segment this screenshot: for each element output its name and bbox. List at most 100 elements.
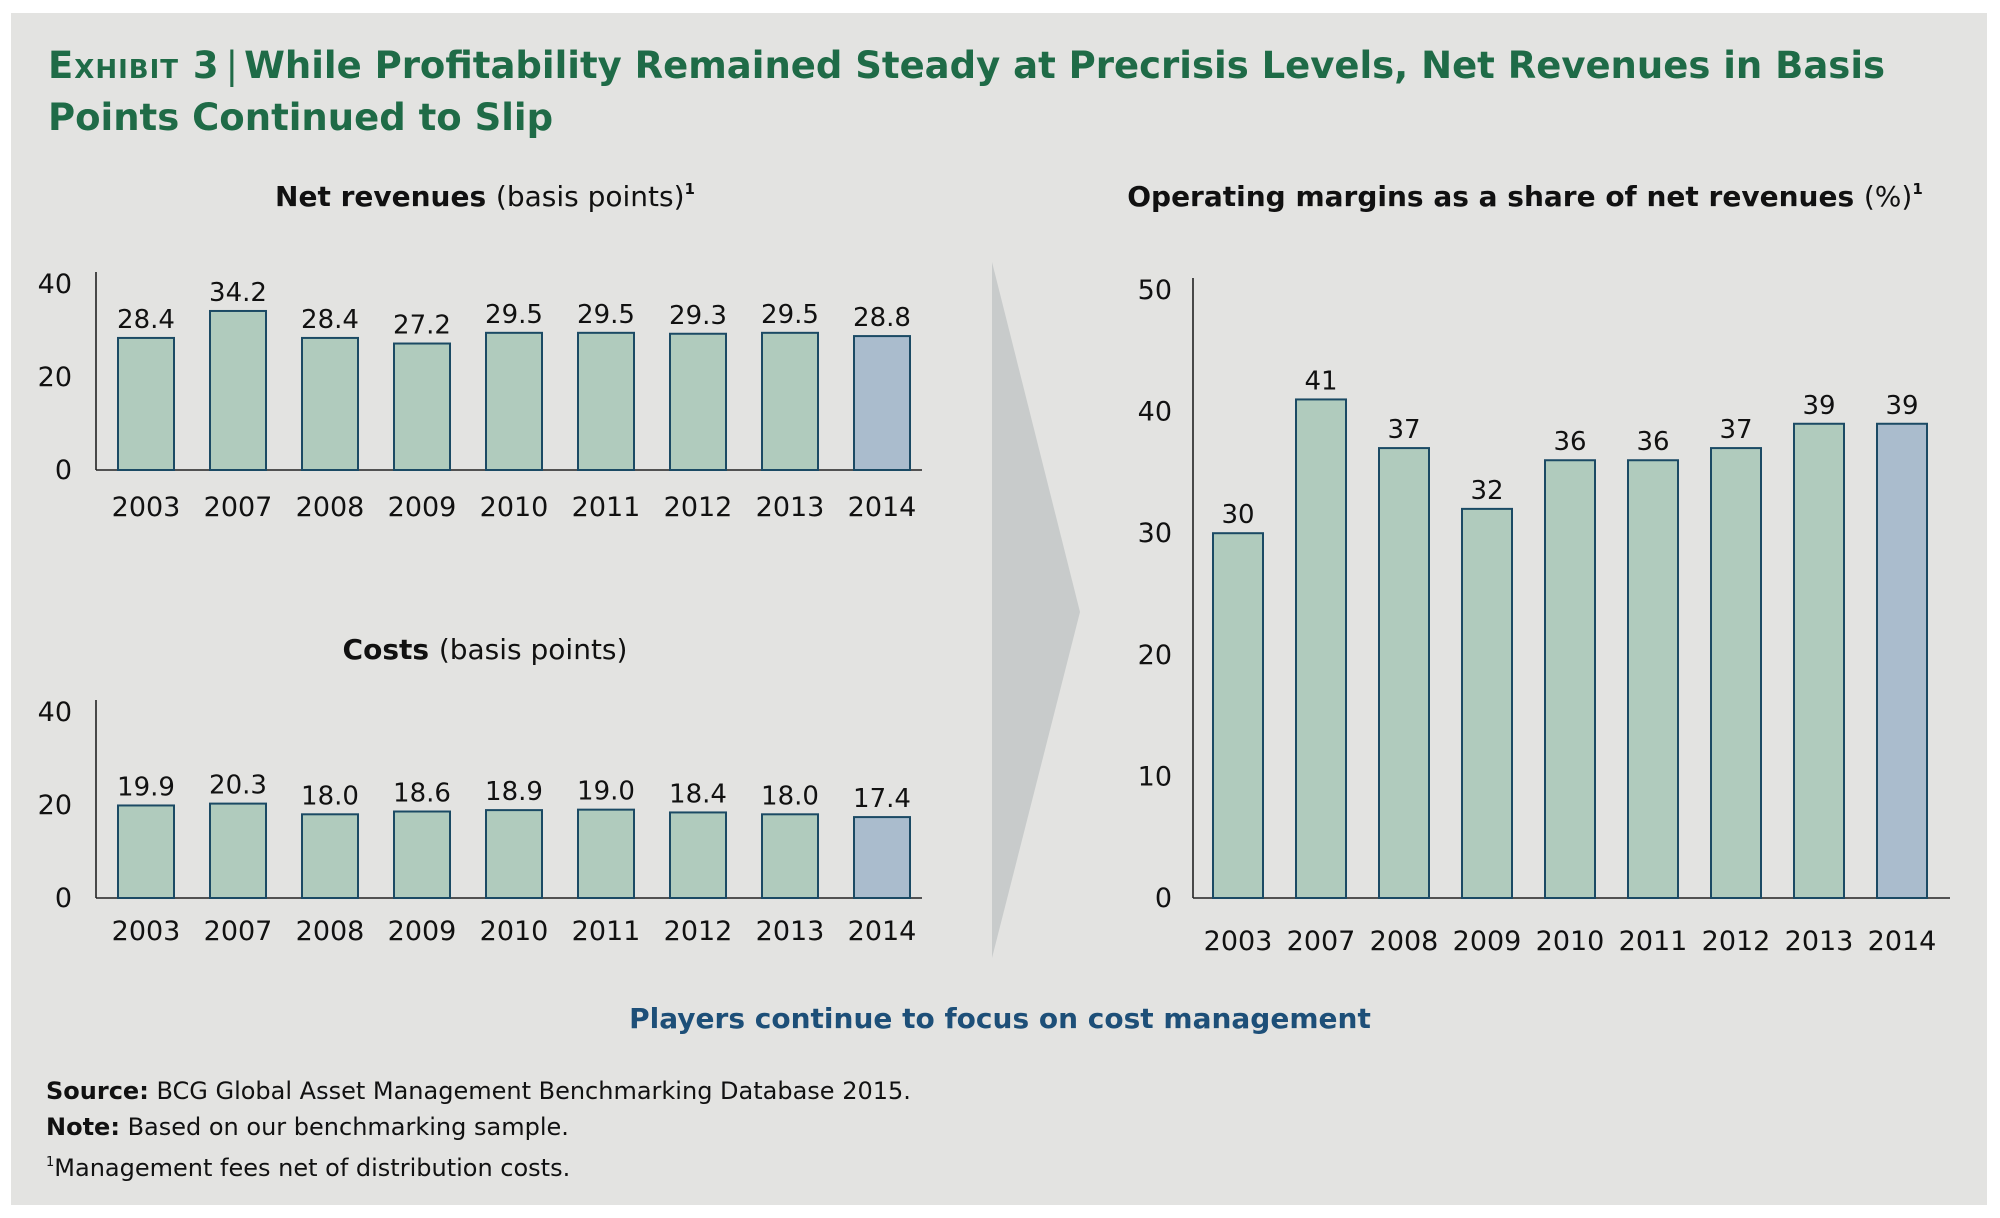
costs-y-tick-label: 0 — [55, 883, 72, 914]
costs-category-label: 2012 — [664, 916, 733, 947]
net-revenues-bar — [301, 336, 359, 471]
source-text: BCG Global Asset Management Benchmarking… — [156, 1077, 911, 1105]
costs-value-label: 20.3 — [209, 771, 267, 801]
footnote-mark: 1 — [46, 1155, 55, 1170]
net-revenues-bar — [209, 309, 267, 471]
title-separator: | — [225, 44, 239, 87]
operating-margins-y-tick-label: 20 — [1138, 640, 1172, 671]
costs-bar — [577, 808, 635, 900]
costs-category-label: 2008 — [296, 916, 365, 947]
net-revenues-y-tick-label: 40 — [38, 269, 72, 300]
arrow-chevron — [992, 262, 1080, 958]
net-revenues-category-label: 2008 — [296, 492, 365, 523]
operating-margins-title-unit: (%) — [1863, 180, 1913, 213]
costs-value-label: 19.0 — [577, 777, 635, 807]
operating-margins-bar — [1378, 447, 1430, 899]
operating-margins-value-label: 41 — [1304, 366, 1337, 396]
costs-y-tick-label: 40 — [38, 697, 72, 728]
exhibit-title: Exhibit 3 | While Profitability Remained S… — [48, 40, 1928, 144]
costs-bar — [209, 802, 267, 899]
note-label: Note: — [46, 1113, 120, 1141]
operating-margins-y-tick-label: 50 — [1138, 275, 1172, 306]
costs-category-label: 2007 — [204, 916, 273, 947]
net-revenues-chart: 0 20 40 28.4 2003 34.2 2007 28.4 2008 27.2 2009 29.… — [38, 269, 922, 523]
net-revenues-value-label: 27.2 — [393, 311, 451, 341]
costs-category-label: 2011 — [572, 916, 641, 947]
net-revenues-value-label: 28.8 — [853, 303, 911, 333]
operating-margins-bar — [1295, 398, 1347, 899]
operating-margins-value-label: 39 — [1885, 391, 1918, 421]
costs-bar — [669, 811, 727, 899]
net-revenues-y-tick-label: 20 — [38, 362, 72, 393]
net-revenues-title-unit: (basis points) — [495, 180, 685, 213]
operating-margins-bar — [1461, 507, 1513, 899]
costs-category-label: 2009 — [388, 916, 457, 947]
net-revenues-bar — [669, 332, 727, 471]
net-revenues-value-label: 28.4 — [301, 305, 359, 335]
tagline: Players continue to focus on cost manage… — [629, 1002, 1371, 1035]
operating-margins-bar — [1544, 459, 1596, 899]
net-revenues-bar — [393, 342, 451, 471]
net-revenues-category-label: 2007 — [204, 492, 273, 523]
operating-margins-title-text: Operating margins as a share of net reve… — [1127, 180, 1855, 213]
operating-margins-bar — [1793, 422, 1845, 899]
costs-chart: 0 20 40 19.9 2003 20.3 2007 18.0 2008 18.6 2009 18.… — [38, 697, 922, 947]
net-revenues-bar — [853, 335, 911, 471]
operating-margins-y-tick-label: 40 — [1138, 397, 1172, 428]
operating-margins-bar — [1627, 459, 1679, 899]
net-revenues-bar — [485, 331, 543, 472]
operating-margins-category-label: 2010 — [1536, 926, 1605, 957]
operating-margins-y-tick-label: 10 — [1138, 761, 1172, 792]
costs-title-text: Costs — [342, 633, 430, 666]
costs-category-label: 2013 — [756, 916, 825, 947]
costs-bar — [393, 810, 451, 900]
net-revenues-value-label: 29.5 — [761, 300, 819, 330]
exhibit-number: Exhibit 3 — [48, 44, 220, 87]
operating-margins-title-footnote: 1 — [1912, 180, 1923, 198]
operating-margins-value-label: 36 — [1553, 427, 1586, 457]
operating-margins-value-label: 39 — [1802, 391, 1835, 421]
costs-bar — [117, 804, 175, 900]
footnote-text: Management fees net of distribution cost… — [54, 1154, 571, 1182]
costs-value-label: 17.4 — [853, 784, 911, 814]
net-revenues-value-label: 29.5 — [485, 300, 543, 330]
costs-value-label: 18.0 — [301, 781, 359, 811]
net-revenues-category-label: 2014 — [848, 492, 917, 523]
operating-margins-category-label: 2011 — [1619, 926, 1688, 957]
costs-title: Costs (basis points) — [200, 633, 770, 666]
operating-margins-category-label: 2009 — [1453, 926, 1522, 957]
notes: Source: BCG Global Asset Management Benc… — [46, 1073, 911, 1186]
operating-margins-value-label: 32 — [1470, 476, 1503, 506]
operating-margins-bar — [1710, 447, 1762, 899]
source-label: Source: — [46, 1077, 149, 1105]
costs-title-unit: (basis points) — [438, 633, 628, 666]
costs-value-label: 18.9 — [485, 777, 543, 807]
net-revenues-value-label: 34.2 — [209, 278, 267, 308]
net-revenues-bar — [761, 331, 819, 472]
operating-margins-chart: 0 10 20 30 40 50 30 2003 41 2007 37 2008 32 2009 36 201… — [1138, 275, 1950, 957]
net-revenues-bar — [117, 336, 175, 471]
note-line: Note: Based on our benchmarking sample. — [46, 1109, 911, 1145]
operating-margins-value-label: 37 — [1387, 415, 1420, 445]
exhibit-title-text: While Profitability Remained Steady at P… — [48, 44, 1886, 139]
operating-margins-bar — [1212, 532, 1264, 899]
net-revenues-category-label: 2013 — [756, 492, 825, 523]
costs-value-label: 18.6 — [393, 779, 451, 809]
net-revenues-category-label: 2011 — [572, 492, 641, 523]
costs-category-label: 2003 — [112, 916, 181, 947]
operating-margins-title: Operating margins as a share of net reve… — [1090, 180, 1960, 213]
costs-bar — [301, 813, 359, 899]
net-revenues-value-label: 29.5 — [577, 300, 635, 330]
net-revenues-category-label: 2012 — [664, 492, 733, 523]
operating-margins-category-label: 2003 — [1204, 926, 1273, 957]
operating-margins-value-label: 30 — [1221, 500, 1254, 530]
net-revenues-category-label: 2010 — [480, 492, 549, 523]
operating-margins-bar — [1876, 422, 1928, 899]
operating-margins-category-label: 2013 — [1785, 926, 1854, 957]
net-revenues-bar — [577, 331, 635, 472]
costs-value-label: 18.4 — [669, 779, 727, 809]
net-revenues-y-tick-label: 0 — [55, 455, 72, 486]
operating-margins-category-label: 2012 — [1702, 926, 1771, 957]
operating-margins-y-tick-label: 30 — [1138, 518, 1172, 549]
operating-margins-category-label: 2014 — [1868, 926, 1937, 957]
